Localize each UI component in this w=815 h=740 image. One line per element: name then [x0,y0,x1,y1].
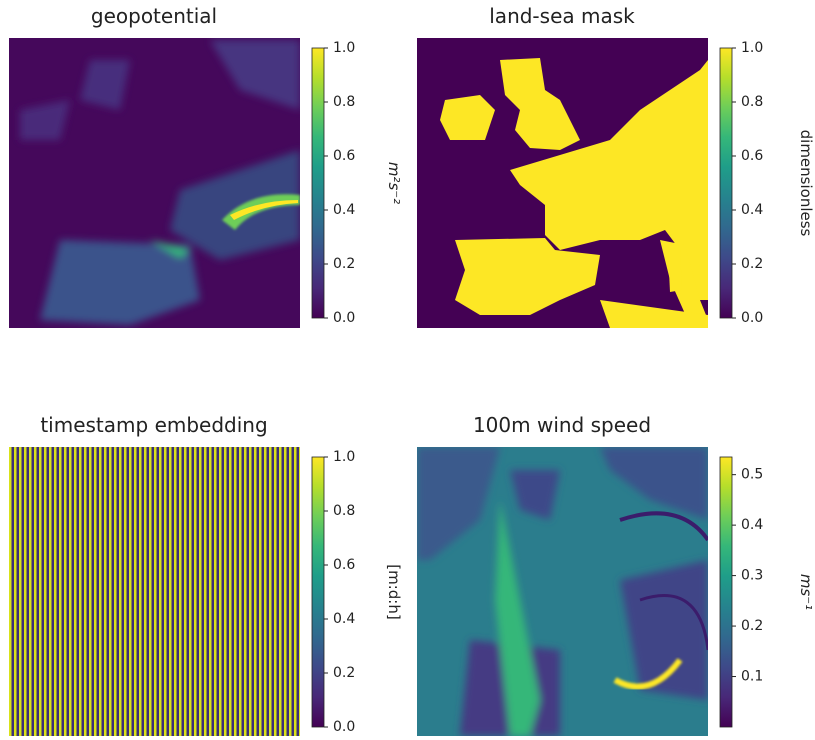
colorbar-label: [m:d:h] [385,564,403,619]
colorbar-tick-label: 0.4 [741,202,763,218]
panel-title: geopotential [91,4,217,28]
colorbar-tick-label: 1.0 [333,449,355,465]
colorbar-tick-label: 0.2 [333,256,355,272]
colorbar-tick-label: 0.5 [741,467,763,483]
colorbar-tick-label: 0.3 [741,568,763,584]
colorbar [720,48,732,318]
colorbar-tick-label: 0.4 [333,202,355,218]
colorbar-label: dimensionless [797,130,815,237]
colorbar-tick-label: 0.0 [741,310,763,326]
colorbar-label: m²s⁻² [385,162,403,204]
colorbar-tick-label: 0.8 [333,94,355,110]
panel-title: timestamp embedding [40,413,267,437]
colorbar-tick-label: 0.8 [741,94,763,110]
colorbar-tick-label: 0.2 [741,256,763,272]
colorbar-tick-label: 0.4 [333,611,355,627]
colorbar-tick-label: 0.1 [741,669,763,685]
colorbar-tick-label: 0.6 [333,557,355,573]
colorbar-tick-label: 0.0 [333,719,355,735]
heatmap-image [417,38,708,328]
heatmap-image [9,38,300,328]
colorbar-tick-label: 0.2 [741,618,763,634]
heatmap-image [9,447,300,736]
colorbar-label: ms⁻¹ [797,574,815,610]
colorbar-tick-label: 0.6 [741,148,763,164]
colorbar [312,457,324,727]
colorbar-tick-label: 0.8 [333,503,355,519]
colorbar-tick-label: 0.2 [333,665,355,681]
colorbar [720,457,732,727]
colorbar-tick-label: 0.0 [333,310,355,326]
colorbar-tick-label: 1.0 [333,40,355,56]
heatmap-image [417,447,708,736]
colorbar-tick-label: 0.6 [333,148,355,164]
panel-title: land-sea mask [489,4,635,28]
colorbar [312,48,324,318]
panel-title: 100m wind speed [473,413,651,437]
colorbar-tick-label: 0.4 [741,517,763,533]
colorbar-tick-label: 1.0 [741,40,763,56]
figure: geopotential 0.0 0.2 0.4 0.6 0.8 1.0 m²s⁻² land-… [0,0,815,736]
